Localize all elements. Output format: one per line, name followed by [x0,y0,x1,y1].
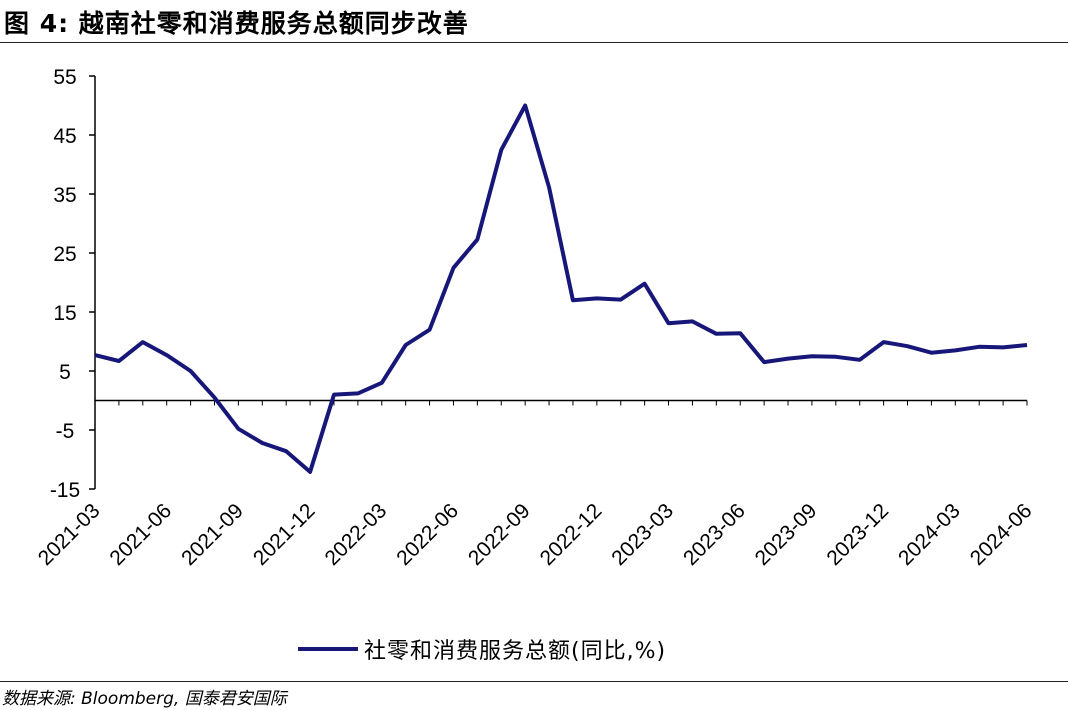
x-axis: 2021-03 2021-06 2021-09 2021-12 2022-03 2022-… [34,399,1037,570]
x-tick-label: 2024-06 [966,499,1037,570]
x-tick-label: 2021-12 [249,499,320,570]
y-tick-label: 55 [53,66,76,89]
y-tick-label: 45 [53,125,76,148]
source-note: 数据来源: Bloomberg, 国泰君安国际 [2,689,287,709]
x-tick-label: 2023-09 [751,499,822,570]
x-tick-label: 2021-06 [105,499,176,570]
y-tick-label: -5 [56,420,75,443]
x-tick-label: 2022-09 [464,499,535,570]
x-tick-label: 2023-03 [607,499,678,570]
y-tick-label: 25 [53,243,76,266]
legend-swatch [298,647,358,651]
series-lines [94,103,1028,474]
y-axis: 55 45 35 25 15 5 -5 -15 [50,66,96,502]
y-tick-label: 15 [53,302,76,325]
y-tick-label: 35 [53,184,76,207]
y-tick-label: -15 [50,479,80,502]
x-tick-label: 2022-03 [321,499,392,570]
footer-divider [0,681,1068,682]
x-tick-label: 2022-06 [392,499,463,570]
legend: 社零和消费服务总额(同比,%) [298,634,666,664]
x-tick-label: 2021-03 [34,499,105,570]
header-divider [0,42,1068,43]
figure-header: 图 4: 越南社零和消费服务总额同步改善 [0,0,1068,44]
x-tick-label: 2023-06 [679,499,750,570]
x-tick-label: 2021-09 [177,499,248,570]
x-tick-label: 2023-12 [822,499,893,570]
x-tick-label: 2022-12 [536,499,607,570]
figure-title: 图 4: 越南社零和消费服务总额同步改善 [4,9,469,38]
x-tick-label: 2024-03 [894,499,965,570]
y-tick-label: 5 [59,361,71,384]
legend-label: 社零和消费服务总额(同比,%) [364,639,667,664]
series-line [94,103,1028,474]
